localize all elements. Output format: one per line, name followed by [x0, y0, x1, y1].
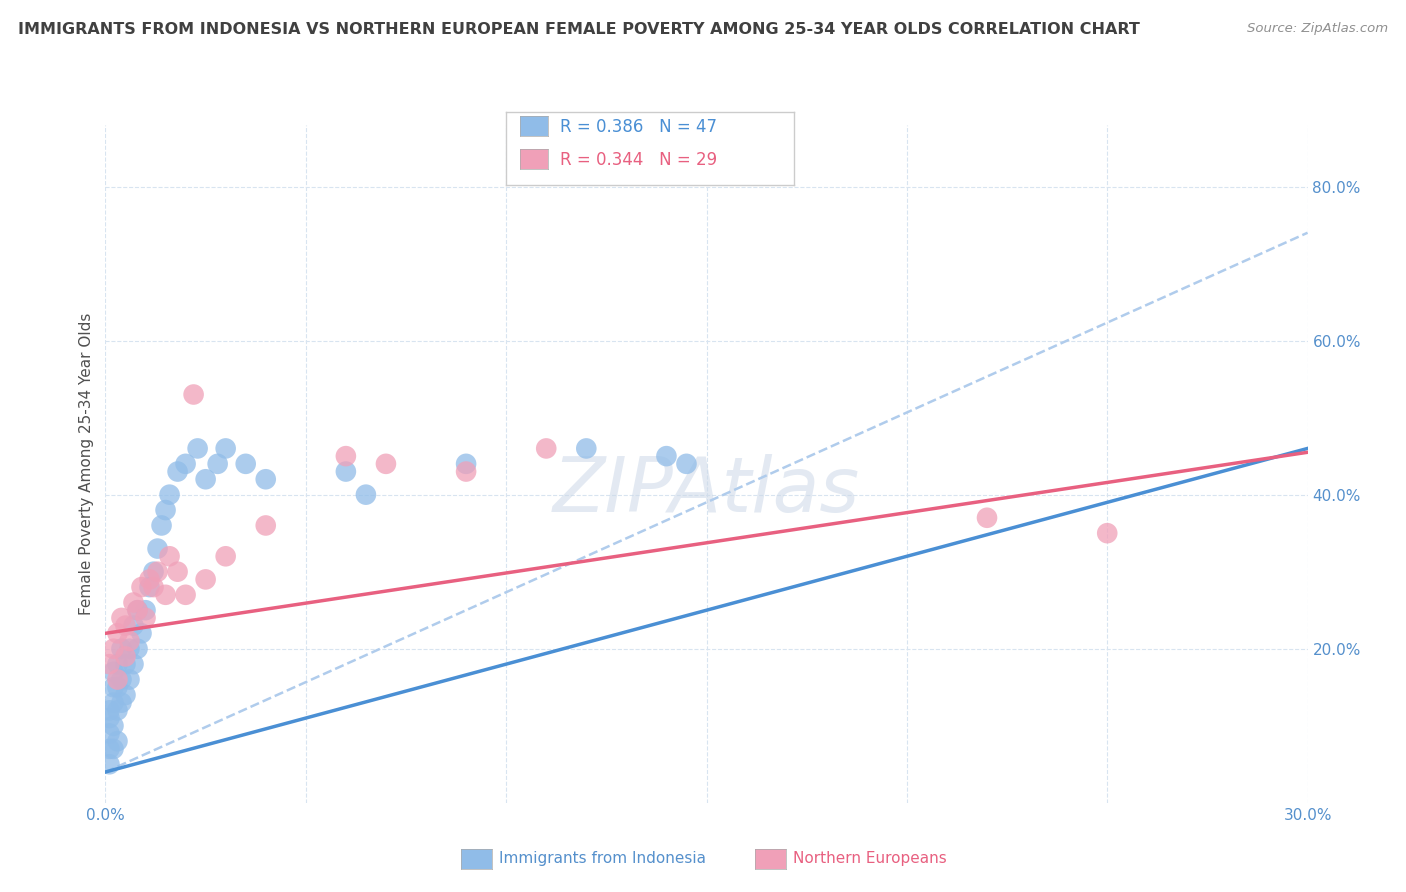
Point: [118, 641, 141, 656]
Text: Source: ZipAtlas.com: Source: ZipAtlas.com: [1247, 22, 1388, 36]
Point: [114, 618, 136, 632]
Point: [142, 580, 165, 594]
Point: [98, 703, 121, 717]
Point: [374, 457, 398, 471]
Point: [98, 742, 121, 756]
Point: [194, 472, 217, 486]
Point: [534, 442, 557, 456]
Point: [187, 442, 209, 456]
Point: [146, 541, 169, 556]
Point: [354, 488, 377, 502]
Point: [1097, 526, 1119, 541]
Point: [110, 673, 132, 687]
Point: [122, 595, 145, 609]
Point: [155, 588, 177, 602]
Y-axis label: Female Poverty Among 25-34 Year Olds: Female Poverty Among 25-34 Year Olds: [79, 313, 94, 615]
Text: R = 0.386   N = 47: R = 0.386 N = 47: [560, 118, 717, 136]
Point: [575, 442, 598, 456]
Point: [135, 603, 157, 617]
Point: [118, 673, 141, 687]
Point: [122, 618, 145, 632]
Point: [207, 457, 229, 471]
Point: [107, 673, 129, 687]
Point: [146, 565, 169, 579]
Text: Immigrants from Indonesia: Immigrants from Indonesia: [499, 851, 706, 865]
Point: [98, 726, 121, 740]
Point: [114, 649, 136, 664]
Point: [214, 549, 236, 564]
Point: [159, 488, 181, 502]
Point: [159, 549, 181, 564]
Point: [454, 457, 477, 471]
Point: [142, 565, 165, 579]
Point: [335, 449, 357, 463]
Point: [103, 719, 125, 733]
Point: [103, 742, 125, 756]
Point: [122, 657, 145, 672]
Point: [98, 711, 121, 725]
Point: [103, 696, 125, 710]
Point: [131, 626, 153, 640]
Point: [655, 449, 678, 463]
Point: [110, 696, 132, 710]
Point: [150, 518, 173, 533]
Point: [114, 657, 136, 672]
Point: [138, 580, 160, 594]
Point: [103, 665, 125, 679]
Point: [110, 641, 132, 656]
Point: [254, 472, 277, 486]
Point: [174, 457, 197, 471]
Text: Northern Europeans: Northern Europeans: [793, 851, 946, 865]
Point: [103, 680, 125, 694]
Point: [98, 757, 121, 772]
Point: [118, 634, 141, 648]
Point: [976, 510, 998, 524]
Point: [166, 565, 188, 579]
Point: [107, 703, 129, 717]
Point: [155, 503, 177, 517]
Point: [110, 611, 132, 625]
Point: [135, 611, 157, 625]
Point: [103, 641, 125, 656]
Point: [127, 603, 149, 617]
Point: [174, 588, 197, 602]
Point: [107, 626, 129, 640]
Point: [107, 734, 129, 748]
Point: [235, 457, 257, 471]
Point: [114, 688, 136, 702]
Point: [138, 573, 160, 587]
Point: [107, 680, 129, 694]
Point: [335, 465, 357, 479]
Text: IMMIGRANTS FROM INDONESIA VS NORTHERN EUROPEAN FEMALE POVERTY AMONG 25-34 YEAR O: IMMIGRANTS FROM INDONESIA VS NORTHERN EU…: [18, 22, 1140, 37]
Text: R = 0.344   N = 29: R = 0.344 N = 29: [560, 151, 717, 169]
Point: [254, 518, 277, 533]
Point: [98, 657, 121, 672]
Point: [675, 457, 697, 471]
Point: [107, 657, 129, 672]
Point: [183, 387, 205, 401]
Point: [166, 465, 188, 479]
Text: ZIPAtlas: ZIPAtlas: [553, 454, 860, 528]
Point: [127, 641, 149, 656]
Point: [454, 465, 477, 479]
Point: [194, 573, 217, 587]
Point: [131, 580, 153, 594]
Point: [127, 603, 149, 617]
Point: [214, 442, 236, 456]
